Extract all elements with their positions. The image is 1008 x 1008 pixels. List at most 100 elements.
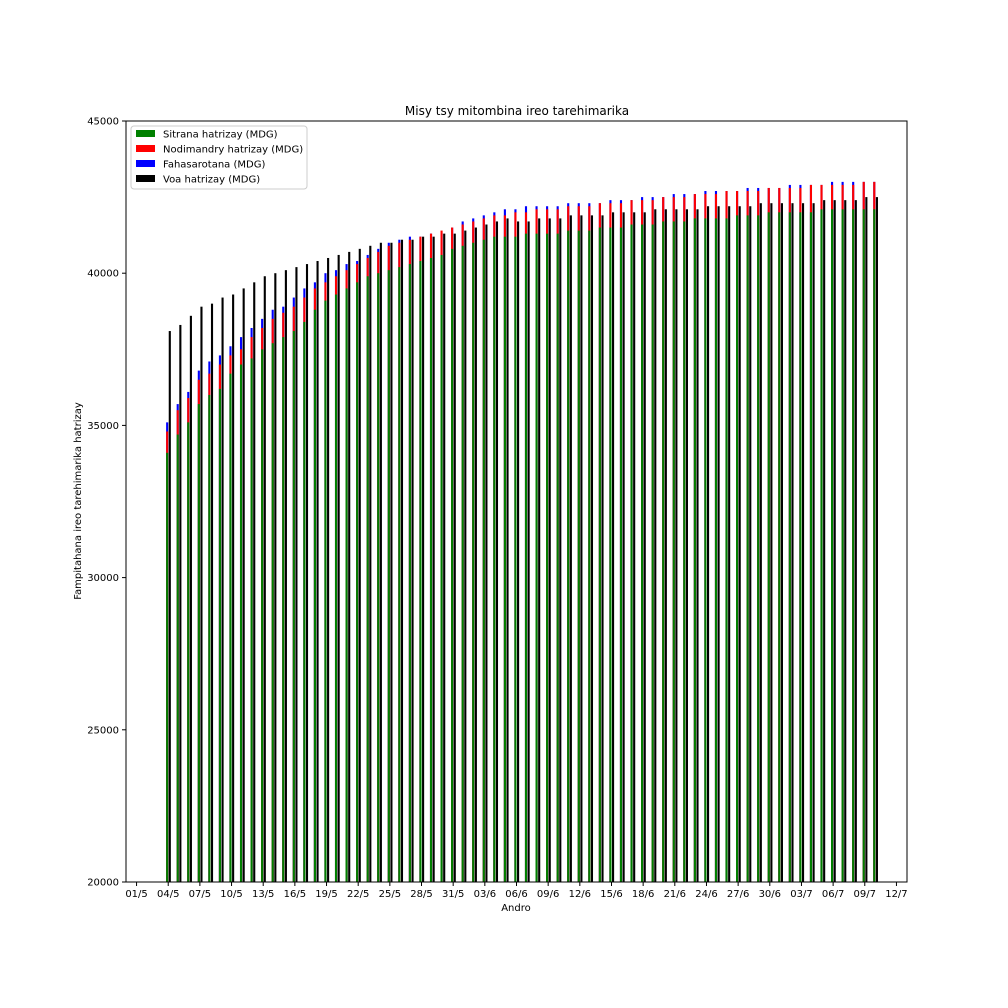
legend-label: Voa hatrizay (MDG) — [163, 175, 260, 186]
x-tick-label: 18/6 — [632, 889, 654, 900]
y-axis: 20000 25000 30000 35000 40000 45000 — [87, 117, 126, 889]
x-tick-label: 19/5 — [315, 889, 337, 900]
legend: Sitrana hatrizay (MDG) Nodimandry hatriza… — [130, 125, 308, 190]
bar-voa — [327, 257, 330, 883]
bar-sitrana — [197, 404, 200, 882]
x-axis-label: Andro — [501, 903, 531, 914]
bar-sitrana — [757, 215, 760, 883]
bar-voa — [865, 197, 868, 883]
bar-sitrana — [767, 212, 770, 882]
bar-voa — [284, 270, 287, 882]
bars-layer — [166, 181, 878, 883]
bar-sitrana — [482, 239, 485, 883]
legend-swatch — [136, 175, 155, 182]
x-tick-label: 27/6 — [727, 889, 749, 900]
bar-voa — [548, 218, 551, 882]
bar-sitrana — [736, 215, 739, 883]
bar-sitrana — [873, 209, 876, 882]
x-axis: 01/5 04/5 07/5 10/5 13/5 16/5 19/5 22/5 25/5 28/5… — [125, 882, 908, 900]
bar-sitrana — [208, 394, 211, 882]
x-tick-label: 03/6 — [474, 889, 496, 900]
bar-sitrana — [852, 209, 855, 882]
bar-sitrana — [820, 209, 823, 882]
bar-sitrana — [778, 212, 781, 882]
bar-voa — [770, 203, 773, 882]
bar-sitrana — [303, 321, 306, 882]
bar-sitrana — [429, 257, 433, 883]
bar-sitrana — [641, 224, 644, 882]
bar-voa — [390, 242, 393, 882]
bar-sitrana — [841, 209, 844, 882]
bar-voa — [664, 209, 667, 882]
y-tick-label: 40000 — [87, 269, 119, 280]
bar-sitrana — [472, 242, 475, 882]
bar-sitrana — [514, 236, 517, 883]
bar-sitrana — [419, 261, 422, 882]
y-tick-label: 35000 — [87, 421, 119, 432]
bar-voa — [379, 242, 382, 882]
bar-sitrana — [461, 245, 464, 883]
bar-voa — [348, 251, 351, 882]
x-tick-label: 10/5 — [220, 889, 242, 900]
bar-sitrana — [345, 288, 348, 882]
bar-sitrana — [693, 218, 696, 882]
x-tick-label: 04/5 — [157, 889, 179, 900]
bar-sitrana — [831, 209, 834, 882]
bar-sitrana — [725, 218, 728, 882]
bar-sitrana — [630, 224, 633, 882]
x-tick-label: 21/6 — [664, 889, 686, 900]
bar-voa — [759, 203, 762, 882]
bar-voa — [263, 276, 266, 882]
bar-sitrana — [166, 452, 169, 882]
bar-voa — [305, 264, 309, 882]
bar-voa — [474, 227, 477, 883]
bar-voa — [612, 212, 615, 882]
bar-sitrana — [746, 215, 749, 883]
bar-voa — [506, 218, 509, 882]
bar-sitrana — [187, 422, 190, 882]
x-tick-label: 13/5 — [252, 889, 274, 900]
bar-voa — [179, 324, 182, 882]
x-tick-label: 15/6 — [600, 889, 622, 900]
bar-voa — [780, 203, 783, 882]
y-tick-label: 20000 — [87, 878, 119, 889]
bar-sitrana — [282, 337, 285, 882]
bar-voa — [443, 233, 446, 882]
bar-sitrana — [366, 276, 369, 882]
x-tick-label: 03/7 — [790, 889, 812, 900]
bar-voa — [221, 297, 224, 882]
x-tick-label: 06/7 — [822, 889, 844, 900]
bar-sitrana — [176, 434, 179, 882]
bar-voa — [728, 206, 731, 883]
bar-sitrana — [662, 221, 665, 882]
bar-voa — [569, 215, 572, 883]
bar-voa — [358, 248, 361, 883]
bar-sitrana — [799, 212, 802, 882]
x-tick-label: 09/6 — [537, 889, 559, 900]
chart-title: Misy tsy mitombina ireo tarehimarika — [405, 104, 629, 118]
bar-sitrana — [809, 212, 813, 882]
bar-sitrana — [334, 294, 338, 882]
bar-sitrana — [261, 349, 264, 882]
bar-voa — [485, 224, 488, 882]
x-tick-label: 22/5 — [347, 889, 369, 900]
legend-swatch — [136, 130, 155, 137]
x-tick-label: 09/7 — [854, 889, 876, 900]
bar-voa — [337, 254, 340, 882]
bar-sitrana — [567, 230, 570, 882]
bar-sitrana — [292, 331, 295, 882]
bar-voa — [580, 215, 583, 883]
bar-sitrana — [440, 254, 443, 882]
bar-voa — [495, 221, 499, 882]
x-tick-label: 30/6 — [759, 889, 781, 900]
legend-swatch — [136, 145, 155, 152]
bar-voa — [590, 215, 594, 883]
bar-sitrana — [588, 230, 591, 882]
legend-label: Sitrana hatrizay (MDG) — [163, 130, 278, 141]
bar-voa — [517, 221, 520, 882]
bar-voa — [316, 261, 319, 882]
bar-sitrana — [503, 236, 506, 883]
bar-sitrana — [651, 224, 654, 882]
bar-sitrana — [398, 267, 401, 882]
bar-sitrana — [714, 218, 718, 882]
